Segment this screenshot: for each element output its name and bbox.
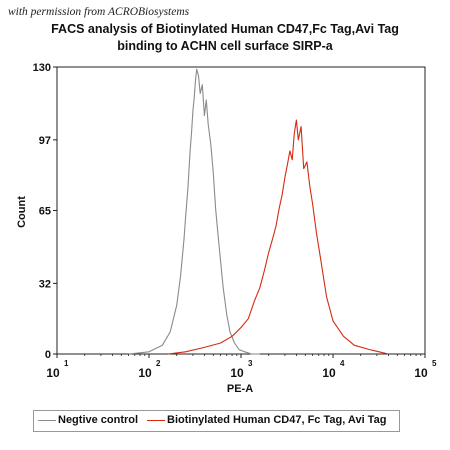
legend-swatch-negative-control bbox=[38, 419, 56, 421]
x-tick-label-exponent: 5 bbox=[432, 359, 437, 368]
x-tick-label-exponent: 2 bbox=[156, 359, 161, 368]
series-line-negative-control bbox=[128, 68, 260, 355]
legend-swatch-cd47 bbox=[147, 419, 165, 421]
x-tick-label-exponent: 3 bbox=[248, 359, 253, 368]
y-tick-label: 32 bbox=[39, 278, 51, 290]
legend-item-negative-control: Negtive control bbox=[38, 414, 138, 426]
y-axis-label: Count bbox=[16, 196, 28, 228]
series-line-cd47 bbox=[167, 119, 389, 355]
legend-item-cd47: Biotinylated Human CD47, Fc Tag, Avi Tag bbox=[147, 414, 386, 426]
watermark-text: with permission from ACROBiosystems bbox=[8, 6, 190, 18]
x-tick-label-base: 10 bbox=[230, 366, 244, 380]
x-tick-label-exponent: 1 bbox=[64, 359, 69, 368]
y-tick-label: 0 bbox=[45, 349, 51, 361]
chart-title-line-2: binding to ACHN cell surface SIRP-a bbox=[117, 39, 333, 53]
x-tick-label-base: 10 bbox=[138, 366, 152, 380]
x-tick-label-exponent: 4 bbox=[340, 359, 345, 368]
y-tick-label: 130 bbox=[33, 62, 51, 74]
chart-title-line-1: FACS analysis of Biotinylated Human CD47… bbox=[51, 22, 399, 36]
y-tick-label: 65 bbox=[39, 206, 51, 218]
x-tick-label-base: 10 bbox=[414, 366, 428, 380]
legend: Negtive control Biotinylated Human CD47,… bbox=[33, 410, 400, 432]
x-tick-label-base: 10 bbox=[46, 366, 60, 380]
x-axis-label: PE-A bbox=[227, 383, 253, 395]
legend-label-negative-control: Negtive control bbox=[58, 414, 139, 426]
plot-frame bbox=[56, 66, 426, 355]
y-tick-label: 97 bbox=[39, 135, 51, 147]
x-tick-label-base: 10 bbox=[322, 366, 336, 380]
legend-label-cd47: Biotinylated Human CD47, Fc Tag, Avi Tag bbox=[167, 414, 387, 426]
